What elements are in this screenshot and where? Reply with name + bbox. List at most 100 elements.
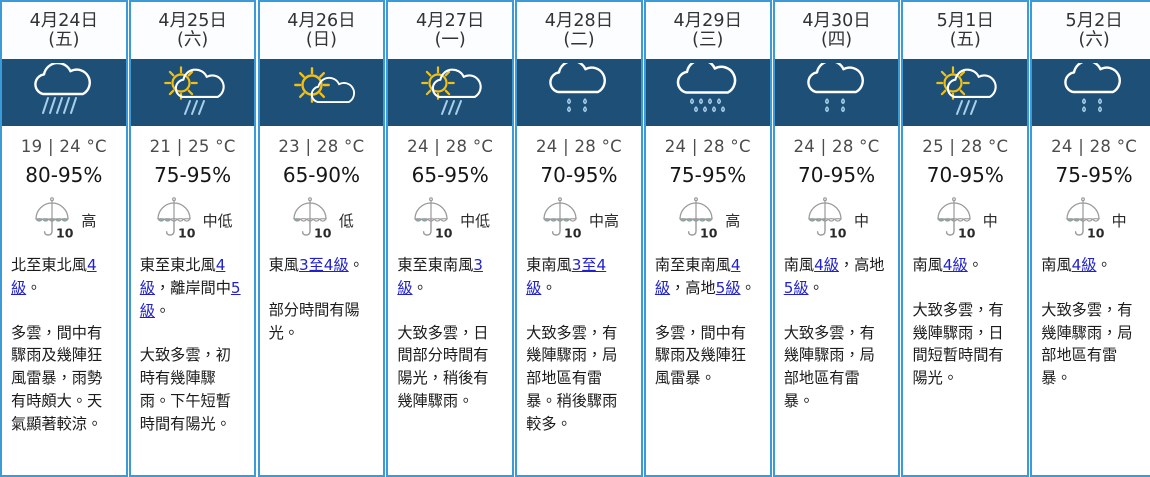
date-header: 5月2日 (六) xyxy=(1032,2,1150,59)
description-block: 南風4級。大致多雲，有幾陣驟雨，日間短暫時間有陽光。 xyxy=(903,242,1027,475)
date-header: 4月30日 (四) xyxy=(774,2,899,59)
day-card[interactable]: 5月1日 (五) 25 | 28 °C 70-95% 10 中南風4級。大致多雲，有幾陣驟… xyxy=(901,0,1030,477)
date-header: 4月28日 (二) xyxy=(517,2,641,59)
wind-force-link[interactable]: 4級 xyxy=(654,256,741,297)
temperature-range: 23 | 28 °C xyxy=(278,137,365,156)
heavy-rain-icon xyxy=(34,62,91,114)
temperature-range: 24 | 28 °C xyxy=(793,137,880,156)
svg-text:10: 10 xyxy=(56,226,74,241)
sun-cloud-icon xyxy=(294,66,356,103)
humidity-range: 75-95% xyxy=(154,163,232,187)
wind-suffix-text: 。 xyxy=(348,256,364,274)
description-block: 東南風3至4級。 大致多雲，有幾陣驟雨，局部地區有雷暴。稍後驟雨較多。 xyxy=(517,242,641,475)
humidity-range: 80-95% xyxy=(25,163,103,187)
weather-icon-band xyxy=(517,59,641,126)
temperature-range: 25 | 28 °C xyxy=(922,137,1009,156)
description-block: 南至東南風4級，高地5級。 多雲，間中有驟雨及幾陣狂風雷暴。 xyxy=(646,242,770,475)
wind-force-link[interactable]: 4級 xyxy=(814,256,839,274)
psr-row: 10 高 xyxy=(2,197,126,242)
day-of-week-label: (五) xyxy=(48,29,80,50)
umbrella-icon: 10 xyxy=(1065,197,1104,241)
readings-block: 24 | 28 °C 70-95% xyxy=(517,126,641,187)
sun-cloud-rain-icon xyxy=(421,65,482,115)
readings-block: 24 | 28 °C 75-95% xyxy=(1032,126,1150,187)
day-card[interactable]: 4月25日 (六) 21 | 25 °C 75-95% 10 中低東至東北風4級，離岸間中… xyxy=(128,0,257,477)
wind-mid-text: ，高地 xyxy=(670,278,716,297)
humidity-range: 65-95% xyxy=(411,163,489,187)
weather-icon-band xyxy=(903,59,1028,126)
cloud-drizzle-icon xyxy=(806,62,864,112)
day-of-week-label: (三) xyxy=(692,29,724,50)
description-block: 南風4級。 大致多雲，有幾陣驟雨，局部地區有雷暴。 xyxy=(1032,242,1150,475)
day-card[interactable]: 4月29日 (三) 24 | 28 °C 75-95% 10 高南至東南風4級，高地5級。… xyxy=(643,0,772,477)
wind-force-link[interactable]: 4級 xyxy=(11,256,97,297)
wind-force-link-secondary[interactable]: 5級 xyxy=(139,278,241,320)
wind-force-link-secondary[interactable]: 5級 xyxy=(715,278,741,297)
wind-description: 南至東南風4級，高地5級。 xyxy=(655,254,761,300)
humidity-range: 70-95% xyxy=(926,163,1004,187)
wind-force-link[interactable]: 3至4級 xyxy=(298,256,349,274)
wind-suffix-text: 。 xyxy=(1096,256,1112,274)
sun-cloud-rain-icon xyxy=(163,65,225,115)
wind-suffix-text: 。 xyxy=(26,278,42,297)
day-card[interactable]: 4月28日 (二) 24 | 28 °C 70-95% 10 中高 東南風3至4級。 大致多雲… xyxy=(515,0,643,477)
wind-force-link[interactable]: 4級 xyxy=(139,256,226,297)
date-header: 5月1日 (五) xyxy=(903,2,1028,59)
psr-level-label: 高 xyxy=(81,211,97,230)
psr-row: 10 中低 xyxy=(131,197,255,242)
day-of-week-label: (四) xyxy=(820,29,853,50)
wind-force-link-secondary[interactable]: 5級 xyxy=(783,278,809,297)
wind-mid-text: ，離岸間中 xyxy=(154,278,231,297)
psr-row: 10 中 xyxy=(903,197,1027,242)
psr-level-label: 高 xyxy=(725,211,741,230)
wind-suffix-text: 。 xyxy=(154,301,171,320)
date-label: 4月29日 xyxy=(673,10,742,31)
readings-block: 19 | 24 °C 80-95% xyxy=(2,126,126,187)
weather-icon-band xyxy=(774,59,899,126)
weather-icon-band xyxy=(1032,59,1150,126)
wind-force-link[interactable]: 3級 xyxy=(397,256,483,297)
wind-force-link[interactable]: 4級 xyxy=(942,256,968,274)
day-of-week-label: (一) xyxy=(434,29,466,50)
weather-description: 大致多雲，有幾陣驟雨，局部地區有雷暴。 xyxy=(783,323,875,410)
weather-description: 大致多雲，有幾陣驟雨，日間短暫時間有陽光。 xyxy=(912,300,1004,388)
day-card[interactable]: 5月2日 (六) 24 | 28 °C 75-95% 10 中南風4級。 大致多雲，有幾陣驟… xyxy=(1030,0,1150,477)
readings-block: 21 | 25 °C 75-95% xyxy=(131,126,255,187)
day-of-week-label: (日) xyxy=(305,29,337,50)
date-header: 4月25日 (六) xyxy=(130,2,255,59)
weather-description: 部分時間有陽光。 xyxy=(268,300,360,342)
wind-direction-text: 南至東南風 xyxy=(654,256,731,274)
readings-block: 24 | 28 °C 75-95% xyxy=(646,126,770,187)
date-label: 4月28日 xyxy=(544,10,614,31)
day-card[interactable]: 4月30日 (四) 24 | 28 °C 70-95% 10 中南風4級，高地 5級。 大致多… xyxy=(772,0,901,477)
date-header: 4月27日 (一) xyxy=(388,2,513,59)
date-header: 4月29日 (三) xyxy=(645,2,770,59)
date-header: 4月24日 (五) xyxy=(2,2,126,59)
description-block: 東風3至4級。 部分時間有陽光。 xyxy=(260,242,384,475)
wind-direction-text: 東至東北風 xyxy=(139,256,216,274)
sun-cloud-rain-icon xyxy=(936,65,997,115)
day-card[interactable]: 4月24日 (五) 19 | 24 °C 80-95% 10 高北至東北風4級。 多雲，間中… xyxy=(0,0,128,477)
psr-level-label: 中 xyxy=(982,211,998,230)
weather-description: 大致多雲，日間部分時間有陽光，稍後有幾陣驟雨。 xyxy=(397,323,489,410)
wind-description: 南風4級。 xyxy=(912,254,1018,277)
svg-text:10: 10 xyxy=(435,226,453,241)
day-card[interactable]: 4月27日 (一) 24 | 28 °C 65-95% 10 中低 東至東南風3級。 大致多雲… xyxy=(386,0,515,477)
psr-level-label: 中低 xyxy=(202,211,233,230)
psr-row: 10 低 xyxy=(260,197,384,242)
weather-icon-band xyxy=(388,59,513,126)
wind-suffix-text: 。 xyxy=(541,278,557,297)
psr-row: 10 高 xyxy=(646,197,770,242)
day-card[interactable]: 4月26日 (日) 23 | 28 °C 65-90% 10 低東風3至4級。 部分時間有陽… xyxy=(257,0,386,477)
psr-level-label: 中 xyxy=(1111,211,1127,230)
weather-description: 大致多雲，有幾陣驟雨，局部地區有雷暴。稍後驟雨較多。 xyxy=(526,323,618,433)
wind-description: 東至東北風4級，離岸間中5級。 xyxy=(140,254,246,322)
readings-block: 24 | 28 °C 70-95% xyxy=(775,126,899,187)
weather-icon-band xyxy=(130,59,255,126)
humidity-range: 75-95% xyxy=(1055,163,1133,187)
wind-force-link[interactable]: 3至4級 xyxy=(526,256,607,297)
wind-mid-text: ，高地 xyxy=(838,256,885,274)
wind-force-link[interactable]: 4級 xyxy=(1071,256,1097,274)
humidity-range: 75-95% xyxy=(669,163,747,187)
